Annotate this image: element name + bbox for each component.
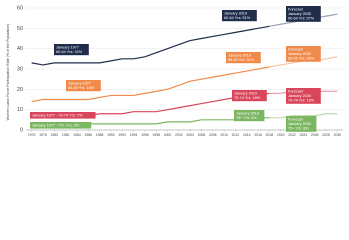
x-tick-label: 1996: [141, 133, 149, 137]
annotation-text: January 2030: [288, 12, 311, 16]
annotation-text: January 2030: [288, 94, 311, 98]
annotation-text: 75+ Yrs: 8%: [288, 127, 309, 131]
annotation-text: January 2019: [228, 53, 251, 57]
annotation-box: [232, 90, 267, 102]
x-tick-label: 2016: [254, 133, 262, 137]
annotation-box: [286, 46, 321, 62]
x-tick-label: 1976: [28, 133, 36, 137]
annotation-text: Forecast: [288, 7, 304, 11]
annotation-text: January 1977: [68, 81, 91, 85]
annotation-text: 70-74 Yrs: 18%: [234, 96, 261, 100]
annotation-text: January 1977 - 75+ Yrs: 3%: [32, 123, 80, 127]
annotation-text: January 1977: [56, 45, 79, 49]
x-tick-label: 2014: [243, 133, 251, 137]
x-tick-label: 2008: [209, 133, 217, 137]
annotation-box: [286, 116, 317, 132]
x-tick-label: 2002: [175, 133, 183, 137]
annotation: January 1977 - 75+ Yrs: 3%: [30, 122, 92, 129]
annotation-text: January 2019: [224, 11, 247, 15]
series-line: [31, 25, 270, 66]
annotation-text: 70-74 Yrs: 19%: [288, 99, 315, 103]
x-tick-label: 1984: [73, 133, 81, 137]
y-axis-label: Women Labor Force Participation Rate (% …: [6, 24, 10, 121]
x-tick-label: 2006: [198, 133, 206, 137]
y-tick-label: 20: [17, 87, 23, 93]
x-tick-label: 1988: [96, 133, 104, 137]
y-tick-label: 10: [17, 107, 23, 113]
x-tick-label: 1986: [84, 133, 92, 137]
annotation-text: January 1977 - 70-74 Yrs: 7%: [32, 113, 83, 117]
x-tick-label: 1980: [51, 133, 59, 137]
x-tick-label: 2026: [311, 133, 319, 137]
annotation-text: January 2019: [234, 91, 257, 95]
annotation-text: 65-69 Yrs: 15%: [68, 86, 95, 90]
annotation-text: 60-64 Yrs: 57%: [288, 17, 315, 21]
annotation-box: [54, 44, 89, 56]
annotation-box: [234, 110, 265, 122]
annotation: January 1977 - 70-74 Yrs: 7%: [30, 112, 96, 119]
x-tick-label: 2020: [277, 133, 285, 137]
y-tick-label: 60: [17, 5, 23, 11]
annotation-text: 65-69 Yrs: 31%: [228, 58, 255, 62]
x-tick-label: 2024: [300, 133, 308, 137]
x-tick-label: 1982: [62, 133, 70, 137]
series-line: [269, 113, 338, 119]
annotation-text: 60-64 Yrs: 51%: [224, 16, 251, 20]
x-tick-label: 2010: [220, 133, 228, 137]
annotation-text: January 2030: [288, 52, 311, 56]
x-tick-label: 2012: [232, 133, 240, 137]
series-line: [31, 66, 270, 103]
annotation-box: [286, 6, 321, 22]
y-tick-label: 50: [17, 26, 23, 32]
y-tick-label: 40: [17, 46, 23, 52]
annotation-box: [30, 122, 92, 129]
x-tick-label: 2022: [288, 133, 296, 137]
x-tick-label: 2000: [164, 133, 172, 137]
x-tick-label: 1994: [130, 133, 138, 137]
y-tick-label: 0: [20, 127, 23, 133]
chart: Women Labor Force Participation Rate (% …: [6, 5, 343, 137]
x-tick-label: 2028: [322, 133, 330, 137]
annotation-text: 75+ Yrs: 6%: [236, 116, 257, 120]
x-tick-label: 1998: [152, 133, 160, 137]
x-tick-label: 1990: [107, 133, 115, 137]
x-tick-label: 2018: [266, 133, 274, 137]
annotation-box: [226, 52, 261, 64]
annotation-box: [286, 88, 321, 104]
x-tick-label: 2030: [334, 133, 342, 137]
annotation-text: January 2030: [288, 122, 311, 126]
y-tick-label: 30: [17, 66, 23, 72]
annotation-text: January 2019: [236, 111, 259, 115]
annotation-box: [30, 112, 96, 119]
annotation-text: Forecast: [288, 89, 304, 93]
annotation-text: 60-64 Yrs: 32%: [56, 50, 83, 54]
annotation-box: [222, 10, 257, 22]
x-tick-label: 2004: [186, 133, 194, 137]
x-tick-label: 1992: [118, 133, 126, 137]
annotation-box: [66, 80, 101, 92]
annotation-text: Forecast: [288, 47, 304, 51]
annotation-text: 65-69 Yrs: 36%: [288, 57, 315, 61]
x-tick-label: 1978: [39, 133, 47, 137]
annotation-text: Forecast: [288, 117, 304, 121]
